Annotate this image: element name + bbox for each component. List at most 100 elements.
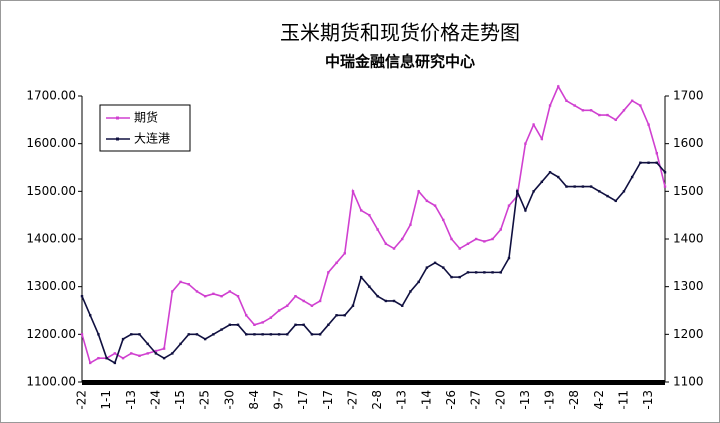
y-tick-label: 1400.00 [26, 232, 76, 246]
point [450, 237, 453, 241]
point [245, 314, 248, 317]
y-tick-label: 1500.00 [26, 184, 76, 198]
point [442, 218, 445, 222]
point [294, 295, 297, 298]
legend-box [99, 104, 191, 152]
point [548, 171, 552, 174]
point [581, 109, 585, 112]
point [138, 333, 141, 336]
point [589, 185, 593, 188]
point [401, 237, 404, 241]
point [310, 304, 314, 307]
point [392, 299, 396, 303]
x-tick-label: -13 [641, 390, 655, 410]
y2-tick-label: 1400 [673, 232, 704, 246]
chart-subtitle: 中瑞金融信息研究中心 [325, 53, 475, 71]
point [499, 271, 502, 274]
point [458, 247, 461, 250]
y-tick-label: 1100.00 [26, 375, 76, 389]
point [130, 333, 133, 336]
x-tick-label: -15 [173, 390, 187, 410]
x-tick-label: -17 [321, 390, 335, 410]
point [507, 204, 511, 207]
x-tick-label: 1-1 [99, 390, 113, 410]
point [171, 352, 174, 355]
point [401, 304, 404, 307]
point [228, 323, 232, 326]
point [245, 333, 248, 336]
point [532, 190, 535, 193]
y-tick-label: 1300.00 [26, 279, 76, 293]
point [220, 295, 223, 298]
point [359, 209, 363, 212]
point [105, 356, 108, 360]
point [318, 299, 322, 303]
point [606, 113, 609, 117]
point [187, 283, 190, 286]
point [261, 333, 264, 336]
point [417, 190, 420, 193]
point [277, 333, 281, 336]
point [433, 261, 437, 265]
point [474, 237, 478, 241]
x-tick-label: -27 [345, 390, 359, 410]
line [81, 161, 666, 365]
point [614, 118, 617, 122]
x-tick-label: -11 [616, 390, 630, 410]
point [89, 314, 92, 317]
point [614, 199, 617, 203]
point [236, 323, 240, 326]
y-tick-label: 1200.00 [26, 327, 76, 341]
x-axis [82, 380, 665, 385]
point [121, 337, 125, 341]
point [647, 161, 650, 164]
x-tick-label: 9-7 [272, 390, 286, 410]
point [212, 333, 215, 336]
point [384, 299, 388, 303]
point [318, 333, 322, 336]
point [130, 352, 133, 355]
point [483, 271, 486, 274]
point [228, 290, 232, 293]
x-tick-label: -22 [75, 390, 89, 410]
y2-tick-label: 1500 [673, 184, 704, 198]
point [663, 185, 667, 188]
y2-tick-label: 1300 [673, 279, 704, 293]
point [458, 275, 461, 279]
point [655, 161, 658, 164]
point [269, 333, 273, 336]
point [573, 104, 576, 107]
point [277, 309, 281, 312]
point [335, 261, 338, 265]
point [89, 361, 92, 365]
point [433, 204, 437, 207]
point [589, 109, 593, 112]
point [598, 190, 601, 193]
x-tick-label: -13 [395, 390, 409, 410]
x-tick-label: -27 [469, 390, 483, 410]
legend-label: 大连港 [134, 131, 170, 146]
point [376, 228, 379, 231]
point [327, 323, 330, 326]
point [171, 290, 174, 293]
point [409, 290, 412, 293]
point [647, 123, 650, 126]
point [97, 356, 100, 360]
point [507, 256, 511, 260]
point [548, 104, 552, 107]
point [417, 280, 420, 284]
point [532, 123, 535, 126]
legend-marker [116, 137, 119, 141]
chart-title: 玉米期货和现货价格走势图 [280, 21, 520, 45]
point [335, 314, 338, 317]
point [376, 295, 379, 298]
point [359, 275, 363, 279]
point [466, 242, 470, 245]
point [294, 323, 297, 326]
point [515, 190, 519, 193]
legend-label: 期货 [134, 110, 158, 125]
y2-tick-label: 1600 [673, 136, 704, 150]
x-tick-label: -13 [124, 390, 138, 410]
point [540, 180, 544, 183]
